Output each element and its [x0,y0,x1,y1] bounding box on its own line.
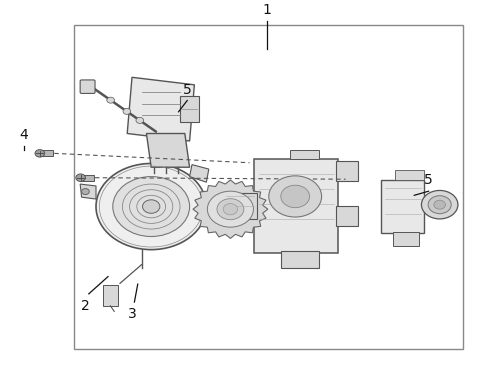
Bar [81,175,94,181]
Bar [281,251,319,268]
Circle shape [217,199,244,220]
Polygon shape [193,180,268,238]
Circle shape [76,174,85,181]
Circle shape [136,117,144,123]
Bar [336,161,358,181]
Bar [395,170,424,180]
Bar [393,231,419,246]
FancyBboxPatch shape [223,193,257,219]
Text: 4: 4 [20,128,28,142]
FancyBboxPatch shape [254,159,338,253]
Circle shape [82,188,89,195]
Polygon shape [146,133,190,167]
Circle shape [207,191,253,227]
Circle shape [281,185,310,208]
Circle shape [96,164,206,250]
Polygon shape [80,184,96,199]
Bar [40,150,53,156]
Bar [400,173,417,180]
Circle shape [434,200,445,209]
Text: 3: 3 [128,307,136,320]
Circle shape [107,97,115,103]
Bar [336,206,358,227]
Circle shape [123,109,131,114]
Circle shape [269,176,322,217]
Circle shape [35,150,45,157]
Bar [74,25,463,349]
Circle shape [223,204,238,215]
Circle shape [428,196,451,214]
Circle shape [421,190,458,219]
Polygon shape [190,165,209,182]
FancyBboxPatch shape [381,180,424,233]
Bar [290,150,319,159]
Text: 2: 2 [81,299,90,313]
FancyBboxPatch shape [80,80,95,93]
Polygon shape [127,77,194,141]
Text: 5: 5 [183,83,192,97]
Bar [180,96,199,122]
Bar [103,285,118,306]
Circle shape [143,200,160,213]
Circle shape [113,176,190,236]
Text: 1: 1 [263,3,272,17]
Text: 5: 5 [424,173,433,187]
